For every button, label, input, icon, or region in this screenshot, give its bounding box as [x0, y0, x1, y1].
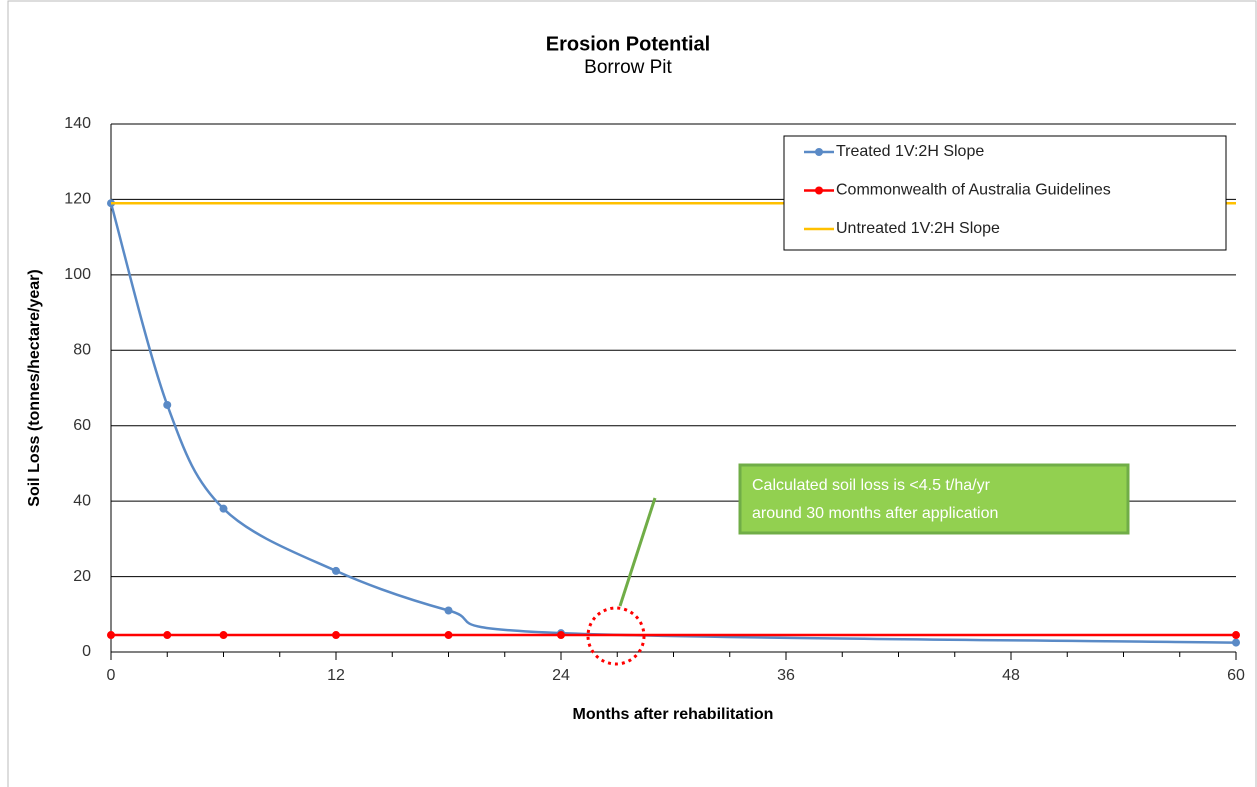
highlight-circle [586, 606, 646, 666]
annotation-box [738, 463, 1130, 535]
x-tick-label: 24 [552, 667, 570, 684]
data-point [444, 606, 453, 615]
data-point [163, 631, 172, 640]
y-tick-label: 40 [73, 492, 91, 509]
x-tick-label: 36 [777, 667, 795, 684]
legend-label: Commonwealth of Australia Guidelines [836, 182, 1111, 199]
data-point [557, 631, 565, 640]
x-tick-label: 60 [1227, 667, 1245, 684]
legend-label: Untreated 1V:2H Slope [836, 220, 1000, 237]
x-axis-label: Months after rehabilitation [573, 706, 774, 723]
legend-marker [815, 186, 823, 195]
annotation-text: Calculated soil loss is <4.5 t/ha/yr [752, 477, 991, 494]
data-point [444, 631, 453, 640]
data-point [107, 631, 115, 640]
y-tick-label: 20 [73, 568, 91, 585]
x-tick-label: 0 [107, 667, 116, 684]
annotation-leader [618, 497, 657, 607]
y-tick-label: 80 [73, 342, 91, 359]
data-point [1232, 638, 1240, 647]
data-point [332, 566, 340, 575]
data-point [219, 504, 228, 513]
y-tick-label: 120 [64, 191, 91, 208]
x-tick-label: 12 [327, 667, 345, 684]
x-tick-label: 48 [1002, 667, 1020, 684]
data-point [219, 631, 228, 640]
chart-title: Erosion Potential [546, 33, 710, 55]
chart-border [7, 0, 1257, 787]
y-tick-label: 0 [82, 643, 91, 660]
legend-label: Treated 1V:2H Slope [836, 143, 984, 160]
y-tick-label: 140 [64, 115, 91, 132]
y-axis-label: Soil Loss (tonnes/hectare/year) [26, 269, 43, 506]
y-tick-label: 60 [73, 417, 91, 434]
chart-subtitle: Borrow Pit [584, 57, 672, 78]
data-point [332, 631, 340, 640]
annotation-text: around 30 months after application [752, 505, 998, 522]
data-point [163, 400, 172, 409]
legend-box [783, 135, 1227, 251]
y-tick-label: 100 [64, 266, 91, 283]
plot-area: 0 20 40 60 80 100 120 140 0 12 24 36 48 60 Treated 1V:… [64, 115, 1245, 684]
data-point [1232, 631, 1240, 640]
legend-marker [815, 148, 823, 156]
